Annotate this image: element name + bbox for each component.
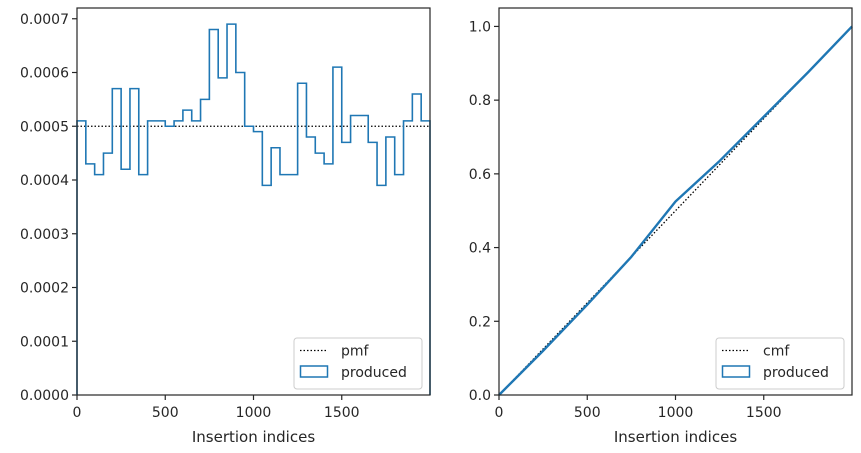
- y-tick-label: 0.0000: [20, 388, 69, 404]
- y-tick-label: 0.0: [469, 388, 491, 404]
- y-tick-label: 0.6: [469, 167, 491, 183]
- x-tick-label: 0: [73, 405, 82, 421]
- y-tick-label: 0.0004: [20, 173, 69, 189]
- y-axis: 0.0000 0.0001 0.0002 0.0003 0.0004 0.0005 0.00…: [20, 12, 77, 404]
- histogram-panel: 0.0000 0.0001 0.0002 0.0003 0.0004 0.0005 0.00…: [20, 7, 431, 446]
- x-tick-label: 500: [574, 405, 601, 421]
- legend-produced-label: produced: [763, 365, 829, 381]
- y-tick-label: 0.0007: [20, 12, 69, 28]
- legend-produced-swatch: [299, 365, 329, 378]
- x-axis: 0 500 1000 1500: [495, 395, 782, 421]
- axes-frame: [76, 7, 431, 396]
- x-axis-label: Insertion indices: [614, 428, 737, 446]
- marks: [498, 25, 853, 396]
- x-tick-label: 1000: [236, 405, 272, 421]
- produced-cdf-line: [498, 25, 853, 396]
- y-tick-label: 0.4: [469, 241, 491, 257]
- x-tick-label: 1500: [324, 405, 360, 421]
- plot-area: [77, 8, 430, 395]
- y-tick-label: 0.0006: [20, 66, 69, 82]
- x-tick-label: 1500: [746, 405, 782, 421]
- y-tick-label: 0.0005: [20, 119, 69, 135]
- x-tick-label: 500: [152, 405, 179, 421]
- legend: cmf produced: [715, 337, 845, 390]
- cdf-panel: 0.0 0.2 0.4 0.6 0.8 1.0 0 500 1000 1500 Insertio…: [469, 7, 853, 446]
- produced-histogram: [76, 23, 431, 395]
- y-tick-label: 0.0003: [20, 227, 69, 243]
- x-tick-label: 0: [495, 405, 504, 421]
- x-axis: 0 500 1000 1500: [73, 395, 360, 421]
- legend-pmf-label: pmf: [341, 344, 370, 360]
- legend: pmf produced: [293, 337, 423, 390]
- x-axis-label: Insertion indices: [192, 428, 315, 446]
- axes-frame: [498, 7, 853, 396]
- y-axis: 0.0 0.2 0.4 0.6 0.8 1.0: [469, 19, 499, 404]
- y-tick-label: 0.2: [469, 314, 491, 330]
- marks: [76, 23, 431, 395]
- y-tick-label: 1.0: [469, 19, 491, 35]
- legend-produced-swatch: [721, 365, 751, 378]
- cmf-line: [498, 25, 853, 396]
- legend-cmf-label: cmf: [763, 344, 790, 360]
- legend-produced-label: produced: [341, 365, 407, 381]
- y-tick-label: 0.0001: [20, 334, 69, 350]
- x-tick-label: 1000: [658, 405, 694, 421]
- y-tick-label: 0.0002: [20, 281, 69, 297]
- y-tick-label: 0.8: [469, 93, 491, 109]
